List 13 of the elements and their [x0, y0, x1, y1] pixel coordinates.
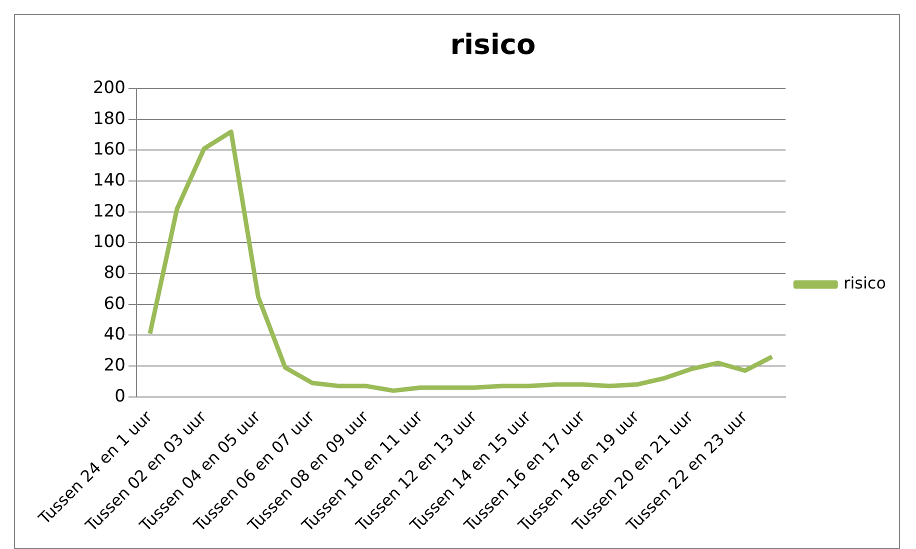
- y-tick-label: 100: [92, 232, 126, 252]
- y-tick-label: 0: [114, 386, 126, 406]
- y-tick-label: 60: [104, 294, 126, 314]
- y-tick-label: 160: [92, 140, 126, 160]
- y-tick-label: 80: [104, 262, 126, 283]
- chart-title: risico: [450, 28, 536, 62]
- y-tick-label: 20: [104, 355, 126, 376]
- y-tick-label: 120: [92, 201, 126, 222]
- y-tick-label: 180: [92, 108, 126, 129]
- legend-label: risico: [844, 274, 886, 293]
- y-tick-label: 40: [104, 324, 126, 345]
- y-tick-label: 140: [92, 170, 126, 190]
- y-tick-label: 200: [92, 78, 126, 98]
